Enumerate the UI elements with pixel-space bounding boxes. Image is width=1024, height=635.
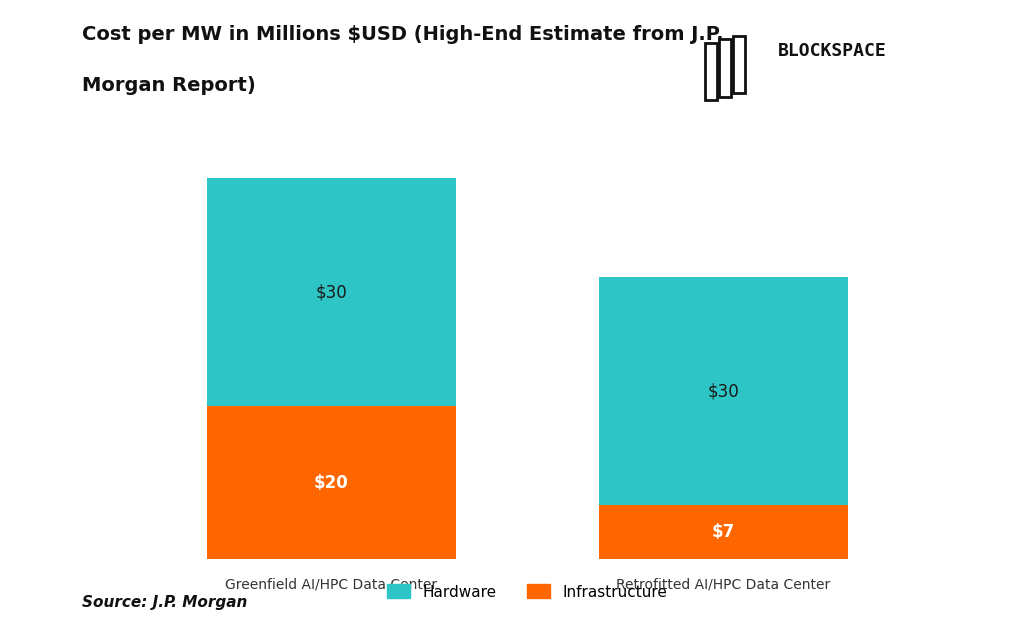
Bar — [599, 277, 848, 505]
Bar — [207, 406, 456, 559]
Text: Morgan Report): Morgan Report) — [82, 76, 256, 95]
Legend: Hardware, Infrastructure: Hardware, Infrastructure — [381, 578, 674, 606]
Text: Greenfield AI/HPC Data Center: Greenfield AI/HPC Data Center — [225, 578, 437, 592]
Text: $7: $7 — [712, 523, 735, 541]
Text: $30: $30 — [708, 382, 739, 400]
Text: $30: $30 — [315, 283, 347, 301]
Text: $20: $20 — [314, 474, 349, 491]
Bar — [207, 178, 456, 406]
Text: Cost per MW in Millions $USD (High-End Estimate from J.P.: Cost per MW in Millions $USD (High-End E… — [82, 25, 724, 44]
Bar — [599, 505, 848, 559]
Text: Source: J.P. Morgan: Source: J.P. Morgan — [82, 594, 247, 610]
Text: BLOCKSPACE: BLOCKSPACE — [778, 42, 887, 60]
Text: Retrofitted AI/HPC Data Center: Retrofitted AI/HPC Data Center — [616, 578, 830, 592]
